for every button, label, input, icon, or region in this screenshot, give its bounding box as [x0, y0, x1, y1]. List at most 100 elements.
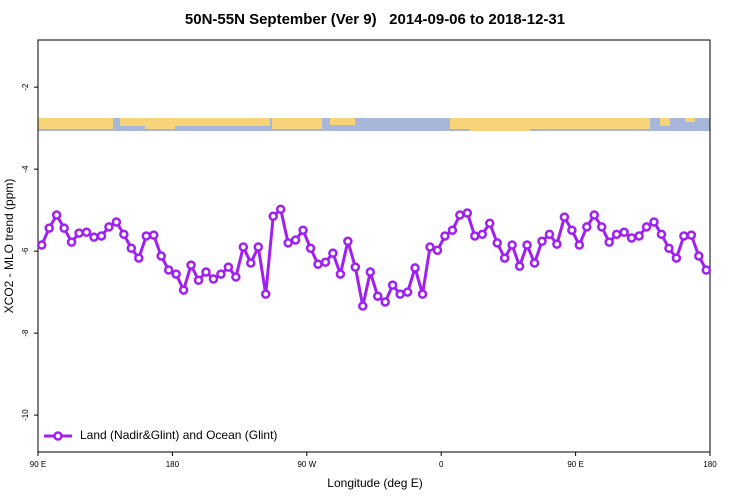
x-tick-label: 180	[703, 460, 717, 469]
point	[186, 260, 196, 270]
point	[119, 229, 129, 240]
point	[552, 239, 562, 249]
point	[514, 261, 525, 272]
point	[619, 227, 629, 238]
point	[350, 262, 361, 272]
point	[694, 251, 704, 261]
x-tick-label: 180	[166, 460, 180, 469]
point	[671, 253, 682, 263]
point	[529, 258, 540, 268]
point	[201, 267, 211, 277]
point	[626, 233, 637, 243]
point	[447, 225, 458, 235]
point	[701, 265, 712, 275]
point	[320, 257, 331, 267]
x-tick-label: 90 W	[297, 460, 316, 469]
point	[223, 262, 234, 272]
chart-title: 50N-55N September (Ver 9) 2014-09-06 to …	[185, 11, 565, 28]
point	[372, 291, 383, 301]
point	[111, 217, 122, 227]
point	[477, 229, 488, 240]
point	[387, 280, 398, 290]
point	[634, 231, 644, 241]
point	[522, 240, 532, 250]
y-tick-label: -4	[21, 165, 30, 173]
point	[178, 285, 189, 295]
point	[268, 211, 278, 222]
point	[208, 274, 219, 284]
point	[290, 235, 301, 245]
point	[417, 289, 428, 299]
point	[410, 263, 420, 273]
x-tick-label: 90 E	[567, 460, 583, 469]
point	[544, 229, 555, 240]
point	[664, 243, 674, 254]
point	[582, 222, 592, 232]
point	[231, 272, 241, 282]
y-tick-label: -6	[21, 247, 30, 255]
point	[641, 222, 652, 232]
point	[163, 265, 174, 275]
point	[462, 208, 473, 218]
point	[365, 267, 376, 277]
point	[589, 210, 600, 220]
point	[574, 240, 585, 250]
x-tick-label: 90 E	[30, 460, 46, 469]
point	[358, 301, 368, 311]
point	[432, 245, 443, 256]
point	[499, 253, 510, 263]
point	[402, 287, 413, 297]
point	[260, 289, 271, 299]
point	[283, 238, 293, 248]
point	[171, 269, 181, 279]
point	[656, 229, 667, 240]
point	[343, 236, 353, 247]
point	[193, 275, 204, 285]
point	[216, 269, 226, 279]
point	[567, 225, 577, 235]
point	[81, 227, 92, 238]
point	[104, 222, 114, 232]
point	[679, 231, 689, 241]
point	[492, 238, 502, 248]
point	[51, 210, 62, 220]
point	[253, 242, 264, 252]
point	[134, 253, 144, 263]
point	[484, 218, 495, 228]
point	[559, 212, 570, 222]
y-axis-label: XCO2 - MLO trend (ppm)	[2, 179, 16, 314]
point	[141, 231, 152, 241]
map-strip	[38, 118, 710, 131]
y-tick-label: -2	[21, 83, 30, 91]
point	[335, 269, 346, 279]
point	[455, 210, 465, 220]
point	[156, 251, 166, 261]
point	[686, 230, 697, 240]
point	[470, 231, 480, 241]
point	[148, 230, 159, 240]
y-tick-label: -8	[21, 329, 30, 337]
point	[246, 258, 256, 268]
point	[305, 243, 316, 254]
y-tick-label: -10	[21, 409, 30, 421]
point	[238, 242, 249, 252]
point	[298, 225, 308, 235]
point	[596, 222, 607, 232]
point	[126, 243, 137, 254]
point	[395, 289, 405, 299]
point	[96, 231, 107, 241]
point	[59, 223, 69, 233]
point	[313, 259, 323, 269]
x-axis-label: Longitude (deg E)	[327, 476, 422, 490]
point	[275, 204, 286, 215]
point	[440, 231, 450, 241]
point	[74, 228, 84, 238]
point	[537, 236, 547, 247]
point	[425, 242, 435, 252]
legend-label: Land (Nadir&Glint) and Ocean (Glint)	[80, 428, 277, 442]
point	[507, 240, 517, 250]
point	[36, 240, 47, 250]
point	[649, 217, 659, 227]
x-tick-label: 0	[439, 460, 444, 469]
point	[604, 237, 614, 247]
